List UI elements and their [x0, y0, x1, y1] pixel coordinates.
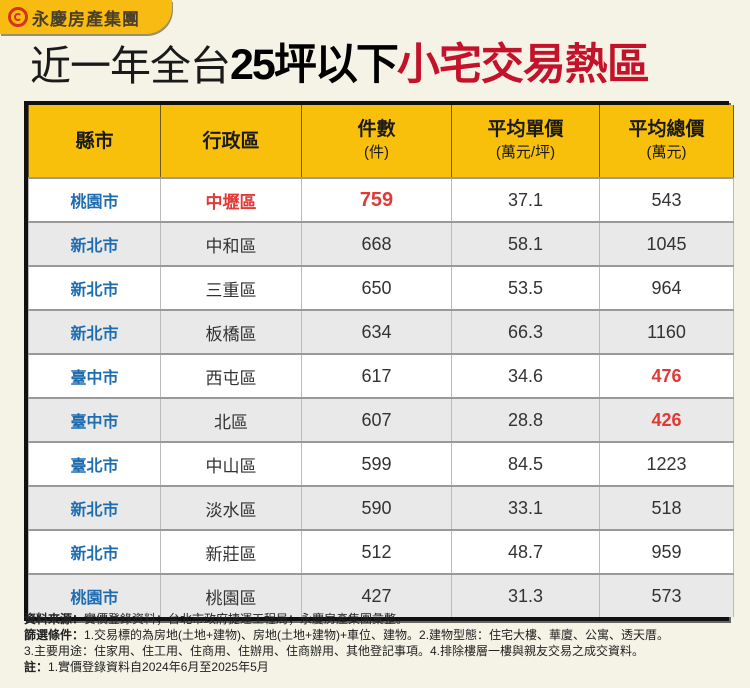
cell-unit-price: 33.1 — [451, 485, 600, 530]
cell-district: 中和區 — [160, 221, 302, 266]
brand-name: 永慶房產集團 — [32, 9, 140, 29]
table-row: 桃園市 桃園區 427 31.3 573 — [28, 573, 734, 617]
cell-total-price: 518 — [599, 485, 734, 530]
table-row: 新北市 淡水區 590 33.1 518 — [28, 485, 734, 530]
table-row: 新北市 三重區 650 53.5 964 — [28, 265, 734, 310]
table-row: 新北市 板橋區 634 66.3 1160 — [28, 309, 734, 354]
cell-total-price: 573 — [599, 573, 734, 617]
cell-city: 新北市 — [28, 309, 161, 354]
cell-unit-price: 53.5 — [451, 265, 600, 310]
table-header-row: 縣市 行政區 件數 (件) 平均單價 (萬元/坪) 平均總價 (萬元) — [28, 105, 734, 179]
cell-city: 臺中市 — [28, 353, 161, 398]
note-source: 資料來源：實價登錄資料；台北市政府捷運工程局；永慶房產集團彙整。 — [24, 612, 409, 626]
title-part-1: 近一年全台 — [30, 43, 231, 89]
note-filter: 篩選條件：1.交易標的為房地(土地+建物)、房地(土地+建物)+車位、建物。2.… — [24, 628, 670, 642]
cell-total-price: 1160 — [599, 309, 734, 354]
hot-districts-table: 縣市 行政區 件數 (件) 平均單價 (萬元/坪) 平均總價 (萬元) 桃園市 中壢區… — [24, 101, 734, 621]
table-row: 新北市 新莊區 512 48.7 959 — [28, 529, 734, 574]
cell-count: 607 — [301, 397, 452, 442]
note-remark: 註：1.實價登錄資料自2024年6月至2025年5月 — [24, 660, 269, 674]
cell-unit-price: 66.3 — [451, 309, 600, 354]
cell-total-price: 1223 — [599, 441, 734, 486]
table-row: 臺中市 西屯區 617 34.6 476 — [28, 353, 734, 398]
cell-total-price: 959 — [599, 529, 734, 574]
header-total-price: 平均總價 (萬元) — [599, 105, 734, 179]
table-row: 桃園市 中壢區 759 37.1 543 — [28, 177, 734, 222]
cell-district: 桃園區 — [160, 573, 302, 617]
cell-total-price: 426 — [599, 397, 734, 442]
table-row: 臺中市 北區 607 28.8 426 — [28, 397, 734, 442]
cell-district: 中壢區 — [160, 177, 302, 222]
brand-banner: 永慶房產集團 — [0, 0, 172, 34]
cell-city: 臺中市 — [28, 397, 161, 442]
cell-unit-price: 84.5 — [451, 441, 600, 486]
cell-district: 中山區 — [160, 441, 302, 486]
cell-count: 590 — [301, 485, 452, 530]
cell-district: 板橋區 — [160, 309, 302, 354]
table-row: 臺北市 中山區 599 84.5 1223 — [28, 441, 734, 486]
cell-unit-price: 37.1 — [451, 177, 600, 222]
cell-district: 新莊區 — [160, 529, 302, 574]
cell-count: 634 — [301, 309, 452, 354]
footnotes: 資料來源：實價登錄資料；台北市政府捷運工程局；永慶房產集團彙整。 篩選條件：1.… — [24, 611, 744, 675]
cell-city: 新北市 — [28, 265, 161, 310]
cell-district: 北區 — [160, 397, 302, 442]
header-unit-price: 平均單價 (萬元/坪) — [451, 105, 600, 179]
cell-count: 617 — [301, 353, 452, 398]
cell-count: 512 — [301, 529, 452, 574]
cell-city: 新北市 — [28, 221, 161, 266]
cell-total-price: 964 — [599, 265, 734, 310]
cell-count: 759 — [301, 177, 452, 222]
cell-unit-price: 34.6 — [451, 353, 600, 398]
note-filter-cont: 3.主要用途：住家用、住工用、住商用、住辦用、住商辦用、其他登記事項。4.排除樓… — [24, 644, 645, 658]
yungching-logo-icon — [8, 7, 28, 27]
cell-total-price: 543 — [599, 177, 734, 222]
cell-unit-price: 28.8 — [451, 397, 600, 442]
page-title: 近一年全台 25坪以下 小宅交易熱區 — [30, 41, 650, 92]
cell-city: 新北市 — [28, 485, 161, 530]
cell-total-price: 476 — [599, 353, 734, 398]
cell-unit-price: 31.3 — [451, 573, 600, 617]
cell-count: 427 — [301, 573, 452, 617]
cell-district: 三重區 — [160, 265, 302, 310]
header-district: 行政區 — [160, 105, 302, 179]
cell-city: 臺北市 — [28, 441, 161, 486]
header-count: 件數 (件) — [301, 105, 452, 179]
cell-unit-price: 48.7 — [451, 529, 600, 574]
cell-unit-price: 58.1 — [451, 221, 600, 266]
header-city: 縣市 — [28, 105, 161, 179]
cell-total-price: 1045 — [599, 221, 734, 266]
cell-count: 650 — [301, 265, 452, 310]
title-part-3: 小宅交易熱區 — [396, 41, 650, 89]
cell-district: 西屯區 — [160, 353, 302, 398]
cell-city: 新北市 — [28, 529, 161, 574]
cell-count: 599 — [301, 441, 452, 486]
cell-city: 桃園市 — [28, 573, 161, 617]
cell-district: 淡水區 — [160, 485, 302, 530]
cell-city: 桃園市 — [28, 177, 161, 222]
title-part-2: 25坪以下 — [230, 41, 399, 89]
table-row: 新北市 中和區 668 58.1 1045 — [28, 221, 734, 266]
cell-count: 668 — [301, 221, 452, 266]
